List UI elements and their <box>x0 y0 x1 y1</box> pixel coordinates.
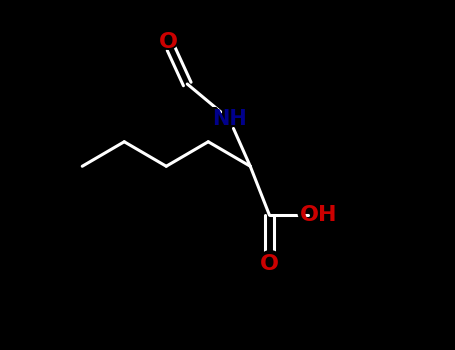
Text: OH: OH <box>300 205 337 225</box>
Text: NH: NH <box>209 107 251 131</box>
Text: O: O <box>158 32 177 52</box>
Text: NH: NH <box>207 107 249 131</box>
Text: OH: OH <box>296 201 341 227</box>
Text: O: O <box>157 30 179 56</box>
Text: O: O <box>258 252 281 278</box>
Text: O: O <box>258 250 281 276</box>
Text: NH: NH <box>212 109 247 129</box>
Text: O: O <box>156 29 178 55</box>
Text: OH: OH <box>296 203 341 229</box>
Text: NH: NH <box>208 106 250 130</box>
Text: NH: NH <box>208 108 250 132</box>
Text: O: O <box>158 29 180 55</box>
Text: O: O <box>257 251 280 277</box>
Text: O: O <box>259 251 282 277</box>
Text: O: O <box>157 28 179 54</box>
Text: OH: OH <box>297 202 342 228</box>
Text: O: O <box>260 254 279 274</box>
Text: OH: OH <box>295 202 340 228</box>
